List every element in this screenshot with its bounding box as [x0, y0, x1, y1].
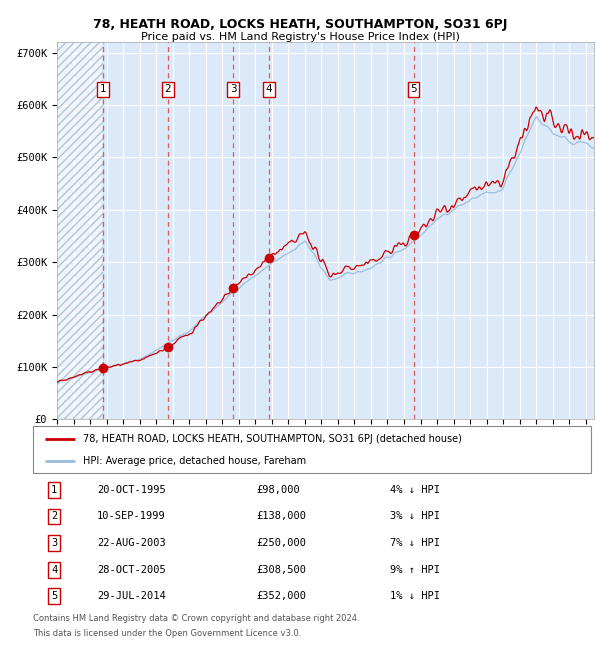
- Text: £98,000: £98,000: [256, 485, 300, 495]
- Text: 28-OCT-2005: 28-OCT-2005: [97, 565, 166, 575]
- Text: 22-AUG-2003: 22-AUG-2003: [97, 538, 166, 548]
- Text: 4: 4: [51, 565, 58, 575]
- Text: This data is licensed under the Open Government Licence v3.0.: This data is licensed under the Open Gov…: [33, 629, 301, 638]
- Text: £308,500: £308,500: [256, 565, 306, 575]
- Text: 29-JUL-2014: 29-JUL-2014: [97, 592, 166, 601]
- Text: £250,000: £250,000: [256, 538, 306, 548]
- Text: 2: 2: [51, 512, 58, 521]
- FancyBboxPatch shape: [33, 426, 591, 473]
- Text: 10-SEP-1999: 10-SEP-1999: [97, 512, 166, 521]
- Text: HPI: Average price, detached house, Fareham: HPI: Average price, detached house, Fare…: [83, 456, 307, 465]
- Text: 1: 1: [51, 485, 58, 495]
- Text: £352,000: £352,000: [256, 592, 306, 601]
- Text: 4: 4: [266, 84, 272, 94]
- Text: 3: 3: [230, 84, 236, 94]
- Text: 3: 3: [51, 538, 58, 548]
- Text: 1: 1: [100, 84, 107, 94]
- Text: 5: 5: [410, 84, 417, 94]
- Text: 9% ↑ HPI: 9% ↑ HPI: [390, 565, 440, 575]
- Text: Contains HM Land Registry data © Crown copyright and database right 2024.: Contains HM Land Registry data © Crown c…: [33, 614, 359, 623]
- Text: 20-OCT-1995: 20-OCT-1995: [97, 485, 166, 495]
- Text: £138,000: £138,000: [256, 512, 306, 521]
- Text: 1% ↓ HPI: 1% ↓ HPI: [390, 592, 440, 601]
- Text: 7% ↓ HPI: 7% ↓ HPI: [390, 538, 440, 548]
- Bar: [57, 42, 103, 419]
- Bar: [57, 42, 103, 419]
- Text: 3% ↓ HPI: 3% ↓ HPI: [390, 512, 440, 521]
- Text: 2: 2: [164, 84, 171, 94]
- Text: 78, HEATH ROAD, LOCKS HEATH, SOUTHAMPTON, SO31 6PJ (detached house): 78, HEATH ROAD, LOCKS HEATH, SOUTHAMPTON…: [83, 434, 462, 444]
- Text: 78, HEATH ROAD, LOCKS HEATH, SOUTHAMPTON, SO31 6PJ: 78, HEATH ROAD, LOCKS HEATH, SOUTHAMPTON…: [93, 18, 507, 31]
- Text: 5: 5: [51, 592, 58, 601]
- Text: Price paid vs. HM Land Registry's House Price Index (HPI): Price paid vs. HM Land Registry's House …: [140, 32, 460, 42]
- Text: 4% ↓ HPI: 4% ↓ HPI: [390, 485, 440, 495]
